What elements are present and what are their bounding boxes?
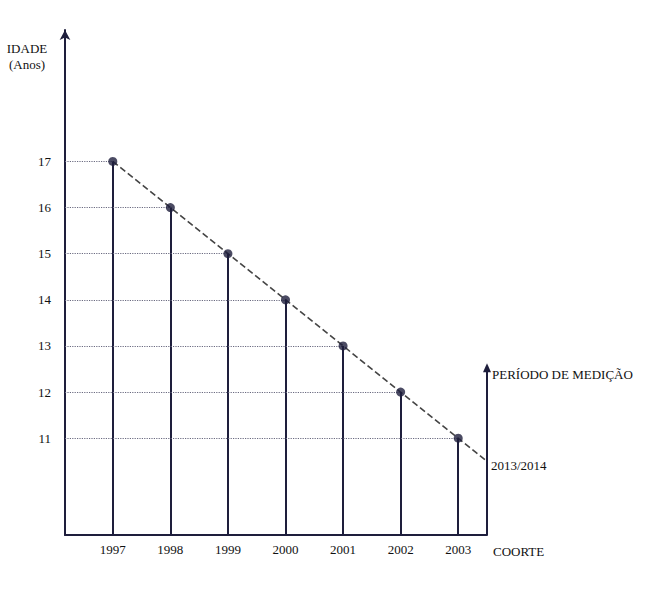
svg-text:1998: 1998 [157, 542, 183, 557]
svg-text:1997: 1997 [100, 542, 127, 557]
svg-text:COORTE: COORTE [493, 544, 544, 559]
svg-text:IDADE: IDADE [7, 41, 47, 56]
svg-text:1999: 1999 [215, 542, 241, 557]
svg-text:16: 16 [38, 200, 52, 215]
svg-text:15: 15 [38, 246, 51, 261]
svg-text:2000: 2000 [272, 542, 298, 557]
svg-text:11: 11 [38, 431, 51, 446]
svg-text:2002: 2002 [388, 542, 414, 557]
svg-text:(Anos): (Anos) [9, 57, 45, 72]
svg-text:13: 13 [38, 338, 51, 353]
svg-text:2001: 2001 [330, 542, 356, 557]
svg-text:PERÍODO DE MEDIÇÃO: PERÍODO DE MEDIÇÃO [492, 367, 633, 382]
svg-text:17: 17 [38, 154, 52, 169]
svg-text:14: 14 [38, 292, 52, 307]
svg-text:12: 12 [38, 385, 51, 400]
svg-text:2013/2014: 2013/2014 [491, 458, 547, 473]
svg-text:2003: 2003 [445, 542, 471, 557]
